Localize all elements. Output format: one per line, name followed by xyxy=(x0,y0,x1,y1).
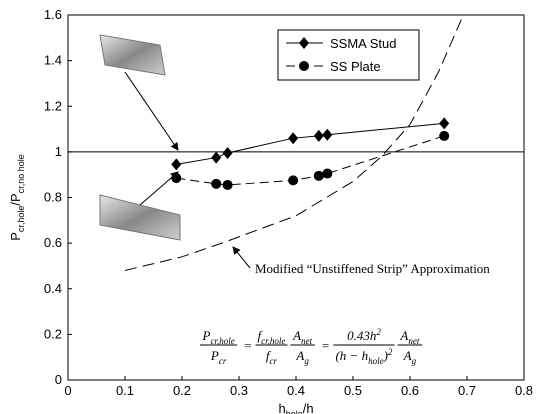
formula-denominator: Pcr xyxy=(210,348,227,366)
marker xyxy=(223,147,233,159)
x-tick-label: 0.5 xyxy=(344,383,362,398)
chart: Modified “Unstiffened Strip” Approximati… xyxy=(0,0,551,414)
formula-operator: = xyxy=(244,338,251,353)
formula-denominator: Ag xyxy=(403,348,417,366)
subscript: cr,hole xyxy=(16,206,26,233)
formula-numerator: Anet xyxy=(399,328,419,346)
x-tick-label: 0.3 xyxy=(230,383,248,398)
text-part: A xyxy=(399,328,408,343)
formula-term: 0.43h2(h − hhole)2 xyxy=(333,327,394,366)
formula-denominator: fcr xyxy=(266,348,278,366)
text-part: P xyxy=(202,328,211,343)
y-tick-label: 1.2 xyxy=(44,98,62,113)
text-part: /P xyxy=(8,193,23,205)
text-part: P xyxy=(8,232,23,241)
superscript: 2 xyxy=(388,347,393,357)
text-part: /h xyxy=(303,401,314,414)
formula-numerator: 0.43h2 xyxy=(347,327,381,343)
marker xyxy=(439,131,449,141)
x-tick-label: 0.1 xyxy=(116,383,134,398)
formula-numerator: fcr,hole xyxy=(258,328,286,346)
formula-term: = xyxy=(322,338,329,353)
arrow xyxy=(233,247,250,268)
y-tick-label: 0.8 xyxy=(44,190,62,205)
x-tick-label: 0.7 xyxy=(458,383,476,398)
y-tick-label: 0.2 xyxy=(44,326,62,341)
marker xyxy=(288,132,298,144)
legend-label: SS Plate xyxy=(330,59,381,74)
x-tick-label: 0.4 xyxy=(287,383,305,398)
x-tick-label: 0.2 xyxy=(173,383,191,398)
subscript: g xyxy=(412,356,417,366)
subscript: g xyxy=(304,356,309,366)
legend-marker xyxy=(299,61,309,71)
y-tick-label: 1.6 xyxy=(44,7,62,22)
marker xyxy=(223,180,233,190)
formula-term: fcr,hole fcr xyxy=(256,328,288,366)
y-tick-label: 0 xyxy=(55,372,62,387)
text-part: P xyxy=(210,348,219,363)
annotation: Modified “Unstiffened Strip” Approximati… xyxy=(255,261,490,276)
y-tick-label: 1 xyxy=(55,144,62,159)
legend-label: SSMA Stud xyxy=(330,36,396,51)
text-part: A xyxy=(292,328,301,343)
arrow xyxy=(125,72,178,150)
y-axis-label: Pcr,hole/Pcr,no hole xyxy=(8,154,26,241)
marker xyxy=(171,158,181,170)
marker xyxy=(322,169,332,179)
y-tick-label: 1.4 xyxy=(44,53,62,68)
marker xyxy=(211,179,221,189)
plate-image xyxy=(100,195,180,240)
formula-denominator: Ag xyxy=(295,348,309,366)
stud-image xyxy=(100,35,165,75)
subscript: cr,no hole xyxy=(16,154,26,193)
marker xyxy=(288,175,298,185)
text-part: (h − h xyxy=(335,348,368,363)
x-tick-label: 0 xyxy=(64,383,71,398)
y-tick-label: 0.4 xyxy=(44,281,62,296)
superscript: 2 xyxy=(376,327,381,337)
marker xyxy=(314,130,324,142)
text-part: 0.43h xyxy=(347,328,376,343)
text-part: A xyxy=(403,348,412,363)
formula-numerator: Anet xyxy=(292,328,312,346)
subscript: cr xyxy=(219,356,227,366)
formula-denominator: (h − hhole)2 xyxy=(335,347,392,366)
marker xyxy=(439,117,449,129)
x-axis-label: hhole/h xyxy=(278,401,313,414)
text-part: h xyxy=(278,401,285,414)
formula-numerator: Pcr,hole xyxy=(202,328,235,346)
formula-operator: = xyxy=(322,338,329,353)
text-part: A xyxy=(295,348,304,363)
marker xyxy=(322,129,332,141)
formula-term: = xyxy=(244,338,251,353)
subscript: hole xyxy=(368,356,384,366)
x-tick-label: 0.8 xyxy=(515,383,533,398)
marker xyxy=(211,152,221,164)
marker xyxy=(314,171,324,181)
x-tick-label: 0.6 xyxy=(401,383,419,398)
marker xyxy=(171,173,181,183)
subscript: hole xyxy=(286,409,303,414)
subscript: cr xyxy=(270,356,278,366)
y-tick-label: 0.6 xyxy=(44,235,62,250)
